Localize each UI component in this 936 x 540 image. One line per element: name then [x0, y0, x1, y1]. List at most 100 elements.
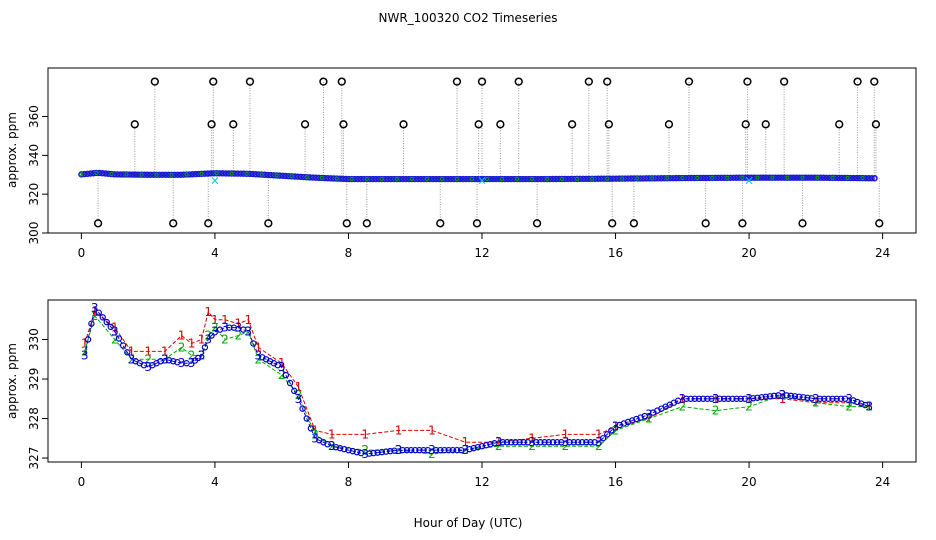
x-tick-label: 8: [345, 246, 353, 260]
series-3-marker: [441, 446, 448, 454]
baseline-point-alt: [424, 176, 430, 182]
baseline-point: [688, 174, 695, 182]
series-3-marker: [574, 439, 582, 446]
baseline-point: [294, 173, 301, 180]
series-3-marker: [353, 448, 361, 456]
series-3-point: 3: [278, 360, 286, 374]
baseline-point: [676, 174, 683, 182]
baseline-point: [213, 170, 220, 177]
series-3-marker: [804, 394, 811, 401]
baseline-point: [691, 174, 698, 182]
spike-point: [399, 120, 408, 129]
series-3-point: 3: [495, 435, 503, 449]
series-2-point: 2: [234, 329, 242, 343]
baseline-point: [192, 170, 199, 178]
baseline-point: [591, 175, 599, 182]
series-1-point: 1: [361, 427, 369, 441]
baseline-point: [619, 175, 626, 182]
baseline-point: [336, 175, 343, 182]
baseline-point: [123, 171, 130, 178]
series-3-marker: [499, 439, 507, 446]
series-3-marker: [800, 394, 807, 401]
series-1-point: 1: [812, 396, 820, 410]
baseline-point-alt: [124, 172, 129, 177]
series-3-marker: [240, 326, 247, 333]
baseline-point: [234, 170, 241, 177]
baseline-point: [573, 175, 581, 183]
spike-point: [477, 77, 487, 86]
baseline-point-alt: [695, 175, 700, 181]
baseline-point: [537, 175, 545, 183]
series-3-marker: [783, 392, 790, 399]
series-3-point: 3: [645, 408, 653, 422]
spike-point: [871, 120, 881, 129]
series-1-point: 1: [128, 344, 136, 358]
baseline-point: [159, 171, 166, 178]
x-tick-label: 4: [211, 475, 219, 489]
figure-title: NWR_100320 CO2 Timeseries: [379, 11, 558, 25]
series-3-marker: [478, 442, 486, 450]
series-2-point: 2: [244, 325, 252, 339]
series-1-point: 1: [221, 313, 229, 327]
baseline-point-alt: [770, 175, 775, 180]
series-3-marker: [95, 309, 102, 316]
series-2-point: 2: [221, 333, 229, 347]
series-3-marker: [775, 392, 782, 399]
y-tick-label: 340: [27, 144, 41, 167]
baseline-point: [495, 175, 503, 183]
baseline-point: [498, 175, 506, 183]
baseline-point: [525, 175, 533, 183]
baseline-point: [249, 170, 256, 178]
baseline-point: [715, 174, 722, 182]
baseline-point: [204, 170, 211, 177]
series-2-point: 2: [111, 333, 119, 347]
baseline-point-alt: [289, 174, 294, 179]
series-3-marker: [683, 395, 690, 402]
series-3-marker: [201, 344, 209, 351]
baseline-point: [291, 173, 298, 180]
baseline-point: [459, 175, 467, 183]
spike-point: [229, 120, 238, 129]
baseline-point: [126, 171, 133, 178]
spike-point: [300, 120, 310, 129]
series-2-point: 2: [428, 447, 436, 461]
series-3-marker: [119, 342, 127, 349]
x-tick-label: 12: [474, 246, 489, 260]
series-1-point: 1: [562, 427, 570, 441]
baseline-point: [441, 175, 449, 183]
series-2-point: 2: [678, 400, 686, 414]
series-3-marker: [226, 324, 233, 331]
spike-point: [264, 219, 273, 228]
series-2-point: 2: [328, 439, 336, 453]
series-3-marker: [403, 446, 411, 454]
series-3-marker: [336, 444, 344, 452]
series-3-point: 3: [461, 443, 469, 457]
series-3-marker: [516, 439, 523, 446]
series-2-point: 2: [865, 400, 873, 414]
baseline-point: [862, 174, 869, 182]
baseline-point: [216, 170, 223, 177]
baseline-point: [171, 171, 178, 178]
baseline-point-alt: [815, 175, 820, 180]
spike-point: [337, 77, 346, 86]
series-1-point: 1: [198, 333, 206, 347]
series-3-point: 3: [161, 352, 169, 366]
cyan-mark: ×: [210, 174, 220, 188]
baseline-point: [342, 175, 349, 183]
series-3-marker: [791, 393, 799, 400]
series-2-point: 2: [645, 412, 653, 426]
baseline-point: [588, 175, 596, 182]
baseline-point: [309, 174, 316, 181]
series-1-point: 1: [428, 423, 436, 437]
baseline-point: [300, 173, 307, 181]
baseline-point: [564, 175, 572, 183]
baseline-point: [384, 175, 392, 183]
series-3-point: 3: [244, 325, 252, 339]
spike-point: [608, 219, 617, 228]
baseline-point-alt: [319, 175, 324, 181]
baseline-point-alt: [710, 175, 715, 180]
series-2-point: 2: [812, 396, 820, 410]
baseline-point: [856, 174, 863, 182]
series-3-marker: [416, 446, 423, 454]
